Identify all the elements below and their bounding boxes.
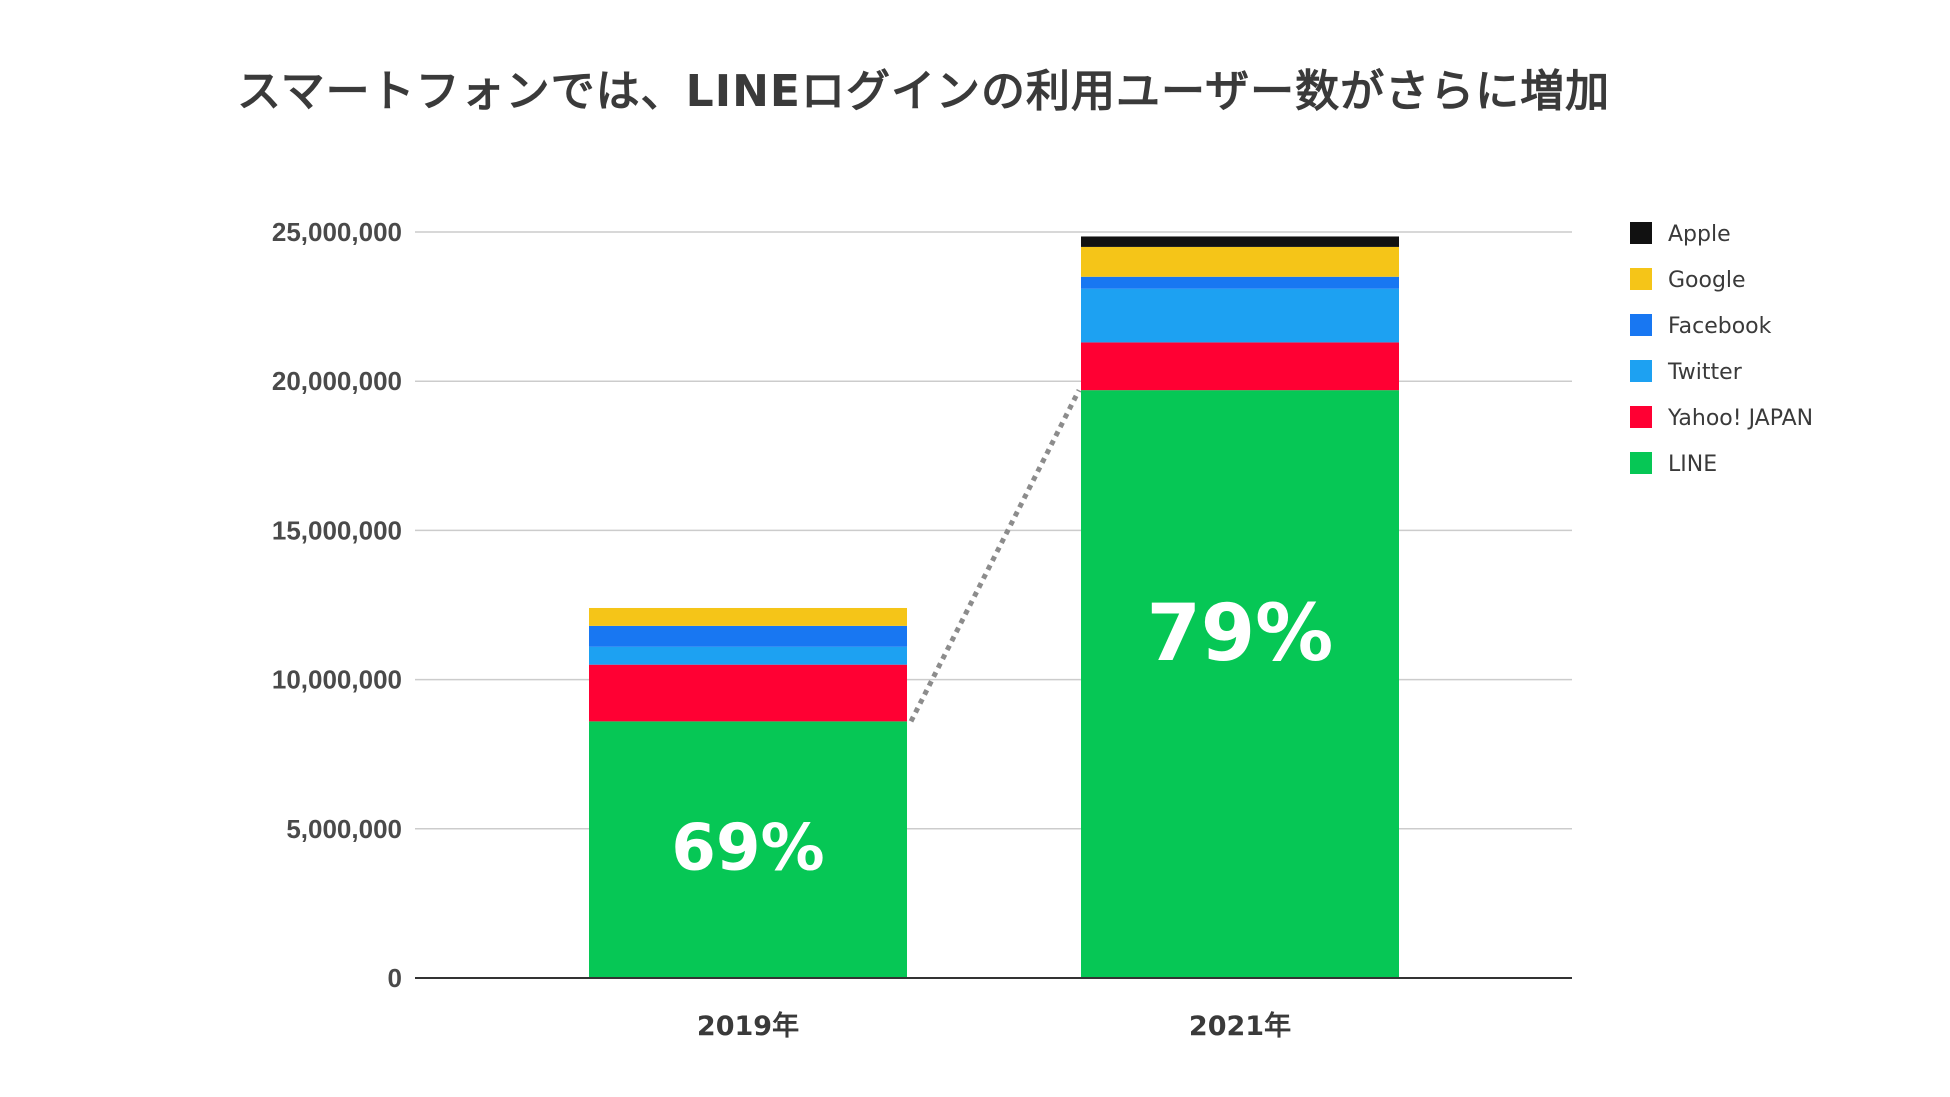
legend-item-facebook: Facebook xyxy=(1630,314,1772,339)
bar-segment-facebook-2019 xyxy=(589,625,907,647)
legend-label: Google xyxy=(1668,268,1746,293)
x-axis-ticks: 2019年 2021年 xyxy=(697,1010,1291,1042)
legend-swatch xyxy=(1630,314,1652,336)
y-tick-label: 0 xyxy=(388,963,402,993)
legend-item-yahoo-japan: Yahoo! JAPAN xyxy=(1630,406,1813,431)
bar-segment-apple-2021 xyxy=(1081,236,1399,247)
bar-segment-twitter-2021 xyxy=(1081,288,1399,343)
bar-segment-line-2019 xyxy=(589,721,907,978)
chart-title: スマートフォンでは、LINEログインの利用ユーザー数がさらに増加 xyxy=(237,66,1611,117)
bar-segment-line-2021 xyxy=(1081,390,1399,979)
bar-segment-twitter-2019 xyxy=(589,646,907,665)
legend-label: Twitter xyxy=(1667,360,1743,385)
dotted-connector-line xyxy=(908,389,1082,723)
legend-item-twitter: Twitter xyxy=(1630,360,1743,385)
y-tick-label: 20,000,000 xyxy=(272,366,402,396)
y-tick-label: 15,000,000 xyxy=(272,515,402,545)
bar-segment-google-2021 xyxy=(1081,246,1399,277)
legend-item-line: LINE xyxy=(1630,452,1717,477)
legend: Apple Google Facebook Twitter Yahoo! JAPAN LI… xyxy=(1630,222,1813,477)
legend-item-google: Google xyxy=(1630,268,1746,293)
legend-label: Yahoo! JAPAN xyxy=(1667,406,1813,431)
legend-label: LINE xyxy=(1668,452,1717,477)
legend-swatch xyxy=(1630,406,1652,428)
percent-label-2021: 79% xyxy=(1147,589,1334,679)
y-axis-ticks: 0 5,000,000 10,000,000 15,000,000 20,000,000… xyxy=(272,217,402,993)
connector-layer xyxy=(908,389,1082,723)
legend-swatch xyxy=(1630,222,1652,244)
percent-label-2019: 69% xyxy=(671,812,824,886)
y-tick-label: 25,000,000 xyxy=(272,217,402,247)
bars xyxy=(589,236,1399,979)
annotations: 69% 79% xyxy=(671,589,1333,886)
bar-segment-yahoo-japan-2019 xyxy=(589,664,907,722)
legend-item-apple: Apple xyxy=(1630,222,1731,247)
legend-label: Facebook xyxy=(1668,314,1772,339)
x-tick-label: 2021年 xyxy=(1189,1010,1291,1042)
y-tick-label: 10,000,000 xyxy=(272,665,402,695)
legend-swatch xyxy=(1630,360,1652,382)
bar-segment-google-2019 xyxy=(589,607,907,626)
legend-swatch xyxy=(1630,452,1652,474)
legend-swatch xyxy=(1630,268,1652,290)
legend-label: Apple xyxy=(1668,222,1731,247)
y-tick-label: 5,000,000 xyxy=(286,814,402,844)
bar-segment-facebook-2021 xyxy=(1081,276,1399,289)
bar-segment-yahoo-japan-2021 xyxy=(1081,342,1399,391)
x-tick-label: 2019年 xyxy=(697,1010,799,1042)
